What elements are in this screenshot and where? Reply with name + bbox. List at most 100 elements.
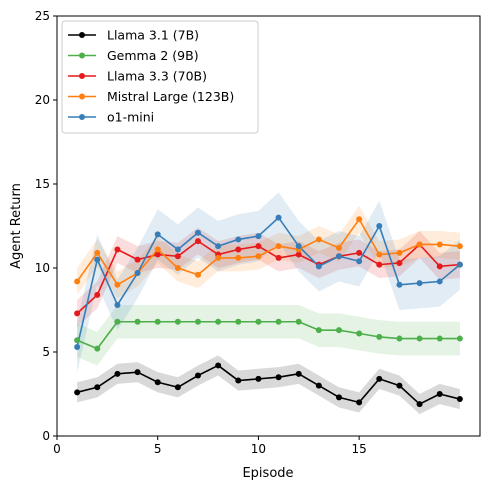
point-series-0-16 [396, 382, 403, 389]
y-axis-ticks: 0 5 10 15 20 25 [35, 9, 57, 443]
point-series-3-8 [235, 254, 242, 261]
line-series-3 [76, 218, 460, 286]
point-series-0-2 [114, 370, 121, 377]
point-series-3-13 [336, 244, 342, 251]
point-series-1-18 [436, 335, 443, 342]
point-series-1-7 [215, 318, 222, 325]
point-series-3-17 [416, 241, 423, 248]
y-tick-label: 10 [35, 261, 50, 275]
confidence-bands [77, 192, 460, 415]
point-series-3-12 [315, 236, 322, 243]
point-series-1-15 [376, 333, 383, 340]
legend-swatch-marker [79, 114, 85, 120]
point-series-1-9 [255, 318, 262, 325]
point-series-2-6 [195, 238, 201, 245]
x-tick-label: 10 [251, 442, 266, 456]
point-series-2-11 [295, 251, 302, 258]
x-axis-label: Episode [242, 466, 293, 481]
point-series-0-15 [376, 375, 383, 382]
x-tick-label: 5 [154, 442, 162, 456]
y-tick-label: 20 [35, 93, 50, 107]
point-series-2-9 [255, 243, 262, 250]
legend-label: Llama 3.1 (7B) [107, 28, 199, 43]
point-series-1-11 [295, 318, 302, 325]
point-series-3-7 [215, 254, 222, 261]
point-series-1-8 [235, 318, 242, 325]
x-tick-label: 15 [352, 442, 367, 456]
point-series-1-13 [336, 327, 342, 334]
point-series-4-11 [295, 243, 302, 250]
point-series-2-5 [174, 253, 181, 260]
band-series-4 [77, 192, 460, 373]
point-series-1-6 [195, 318, 201, 325]
point-series-2-15 [376, 261, 383, 268]
point-series-3-6 [195, 271, 201, 278]
x-tick-label: 0 [53, 442, 61, 456]
y-tick-label: 5 [42, 345, 50, 359]
legend-label: o1-mini [107, 110, 154, 125]
y-axis-label: Agent Return [9, 183, 24, 269]
point-series-1-5 [174, 318, 181, 325]
point-series-2-1 [94, 291, 101, 298]
point-series-3-4 [154, 246, 161, 253]
legend-swatch-marker [79, 93, 85, 100]
point-series-0-6 [195, 372, 201, 379]
point-series-3-18 [436, 241, 443, 248]
point-series-2-14 [356, 249, 363, 256]
point-series-4-1 [94, 256, 101, 263]
point-series-2-2 [114, 246, 121, 253]
point-series-4-7 [215, 243, 222, 250]
point-series-4-17 [416, 280, 423, 287]
point-series-0-14 [356, 399, 363, 406]
point-series-0-7 [215, 362, 222, 369]
legend: Llama 3.1 (7B) Gemma 2 (9B) Llama 3.3 (70B… [61, 20, 259, 134]
point-series-2-4 [154, 251, 161, 258]
point-series-3-2 [114, 281, 121, 288]
point-series-4-0 [74, 343, 81, 350]
point-series-0-17 [416, 401, 423, 408]
legend-label: Mistral Large (123B) [107, 89, 234, 104]
point-series-3-0 [74, 278, 81, 285]
point-series-0-9 [255, 375, 262, 382]
line-series-0 [76, 364, 461, 405]
point-series-1-12 [315, 327, 322, 334]
point-series-4-5 [174, 246, 181, 253]
point-series-0-19 [456, 396, 463, 403]
y-tick-label: 15 [35, 177, 50, 191]
point-series-0-11 [295, 370, 302, 377]
point-series-4-16 [396, 281, 403, 288]
point-series-2-8 [235, 246, 242, 253]
point-series-1-10 [275, 318, 282, 325]
legend-swatch-marker [79, 52, 85, 59]
point-series-1-19 [456, 335, 463, 342]
line-series-1 [76, 320, 460, 350]
point-series-1-14 [356, 330, 363, 337]
point-series-1-0 [74, 337, 81, 344]
y-tick-label: 25 [35, 9, 50, 23]
point-series-4-9 [255, 233, 262, 240]
point-series-4-18 [436, 278, 443, 285]
legend-label: Llama 3.3 (70B) [107, 69, 207, 84]
band-series-1 [77, 304, 460, 366]
point-series-4-3 [134, 270, 141, 277]
point-series-4-2 [114, 301, 121, 308]
point-series-0-0 [74, 389, 81, 396]
point-series-3-5 [174, 265, 181, 271]
point-series-3-9 [255, 253, 262, 260]
point-series-4-4 [154, 231, 161, 238]
point-series-0-1 [94, 384, 101, 391]
x-axis-ticks: 0 5 10 15 [53, 436, 367, 456]
point-series-4-10 [275, 214, 282, 221]
point-series-0-4 [154, 379, 161, 386]
point-series-3-10 [275, 243, 282, 250]
point-series-4-12 [315, 263, 322, 270]
point-series-1-17 [416, 335, 423, 342]
y-tick-label: 0 [42, 429, 50, 443]
legend-label: Gemma 2 (9B) [107, 48, 199, 63]
legend-box [61, 20, 259, 134]
series-points [74, 214, 463, 408]
point-series-2-0 [74, 310, 81, 317]
legend-swatch-marker [79, 32, 85, 38]
plot-frame [56, 15, 481, 437]
